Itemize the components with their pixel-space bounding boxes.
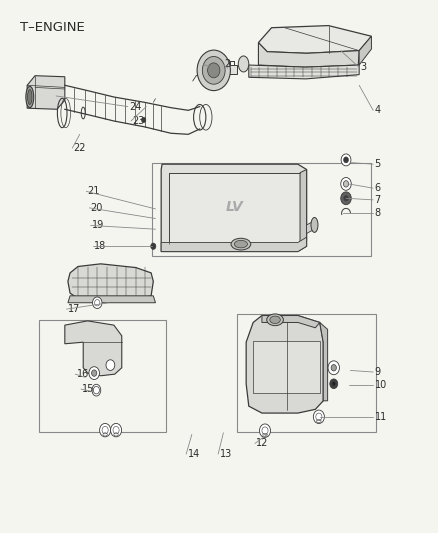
Circle shape — [341, 192, 351, 205]
Text: 10: 10 — [374, 380, 387, 390]
Polygon shape — [246, 316, 323, 413]
Ellipse shape — [92, 384, 101, 396]
Polygon shape — [307, 221, 314, 233]
Text: 20: 20 — [91, 203, 103, 213]
Circle shape — [141, 117, 146, 123]
Text: 24: 24 — [129, 102, 141, 111]
Circle shape — [92, 297, 102, 309]
Text: 2: 2 — [225, 60, 231, 69]
Text: 21: 21 — [88, 187, 100, 196]
Text: 8: 8 — [374, 208, 381, 218]
Polygon shape — [258, 43, 359, 67]
Circle shape — [332, 382, 336, 386]
Circle shape — [151, 243, 156, 249]
Text: 1: 1 — [205, 60, 211, 69]
Bar — [39, 320, 166, 432]
Bar — [237, 314, 376, 432]
Text: 23: 23 — [132, 116, 145, 126]
Text: T–ENGINE: T–ENGINE — [20, 21, 85, 34]
Text: 16: 16 — [77, 369, 89, 379]
Text: 14: 14 — [187, 449, 200, 459]
Text: 4: 4 — [374, 106, 381, 115]
Text: 12: 12 — [256, 439, 268, 448]
Text: 7: 7 — [374, 195, 381, 205]
Circle shape — [110, 423, 122, 437]
Ellipse shape — [26, 86, 34, 108]
Polygon shape — [68, 264, 153, 301]
Ellipse shape — [103, 433, 107, 436]
Circle shape — [259, 424, 271, 438]
Polygon shape — [161, 237, 307, 252]
Polygon shape — [169, 173, 300, 244]
Polygon shape — [65, 321, 122, 376]
Ellipse shape — [263, 433, 267, 437]
Text: 17: 17 — [68, 304, 80, 314]
Polygon shape — [258, 26, 371, 53]
Ellipse shape — [317, 419, 321, 423]
Circle shape — [202, 56, 225, 84]
Polygon shape — [300, 169, 307, 244]
Text: 3: 3 — [360, 62, 366, 71]
Polygon shape — [253, 341, 320, 393]
Polygon shape — [227, 65, 237, 74]
Polygon shape — [68, 296, 155, 303]
Ellipse shape — [311, 217, 318, 232]
Circle shape — [343, 181, 349, 187]
Circle shape — [89, 367, 99, 379]
Text: 19: 19 — [92, 221, 104, 230]
Circle shape — [208, 63, 220, 78]
Polygon shape — [320, 322, 328, 401]
Circle shape — [99, 423, 111, 437]
Text: 5: 5 — [374, 159, 381, 169]
Text: 6: 6 — [374, 183, 381, 193]
Text: 15: 15 — [82, 384, 95, 394]
Text: 22: 22 — [74, 143, 86, 153]
Ellipse shape — [238, 56, 249, 72]
Text: 13: 13 — [220, 449, 232, 459]
Text: LV: LV — [226, 200, 243, 214]
Ellipse shape — [231, 238, 251, 250]
Text: 9: 9 — [374, 367, 381, 377]
Ellipse shape — [28, 90, 32, 104]
Ellipse shape — [270, 316, 280, 324]
Polygon shape — [262, 316, 320, 328]
Circle shape — [331, 365, 336, 371]
Circle shape — [197, 50, 230, 91]
Circle shape — [328, 361, 339, 375]
Ellipse shape — [114, 433, 118, 436]
Polygon shape — [27, 76, 65, 109]
Text: 11: 11 — [374, 412, 387, 422]
Circle shape — [106, 360, 115, 370]
Polygon shape — [359, 36, 371, 65]
Circle shape — [341, 154, 351, 166]
Bar — [152, 163, 371, 256]
Circle shape — [92, 370, 97, 376]
Circle shape — [344, 196, 348, 201]
Circle shape — [313, 410, 325, 424]
Circle shape — [343, 157, 349, 163]
Circle shape — [341, 177, 351, 190]
Ellipse shape — [267, 314, 283, 326]
Circle shape — [330, 379, 338, 389]
Polygon shape — [249, 65, 359, 79]
Text: 18: 18 — [94, 241, 106, 251]
Polygon shape — [161, 164, 307, 252]
Ellipse shape — [234, 240, 247, 248]
